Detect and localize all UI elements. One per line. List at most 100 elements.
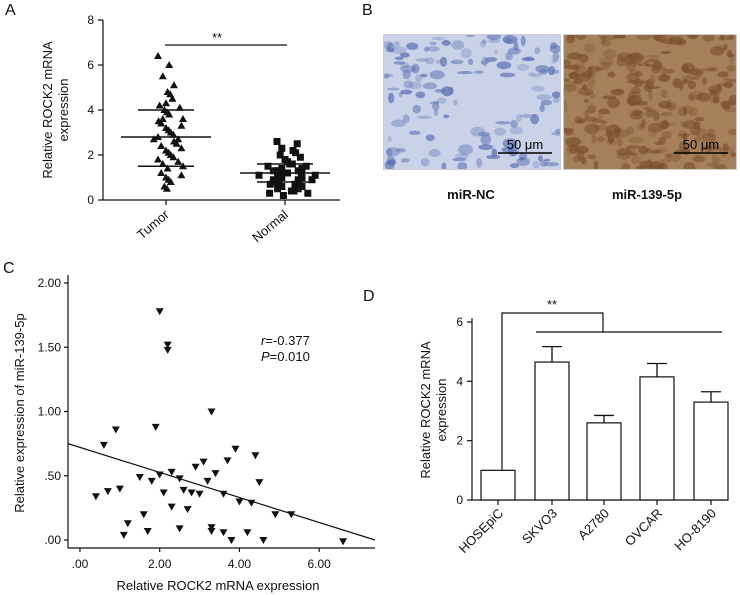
micrograph-mir-139-5p: 50 μm [563, 34, 737, 170]
micrograph-cell [479, 41, 486, 48]
a-point-tumor [157, 169, 166, 176]
c-point [219, 529, 228, 537]
c-point [151, 423, 160, 431]
c-xtick-label: 6.00 [308, 557, 332, 571]
micrograph-cell [428, 149, 441, 157]
c-point [119, 531, 128, 539]
micrograph-cell [550, 42, 558, 50]
micrograph-cell [679, 84, 684, 91]
micrograph-cell [695, 127, 707, 139]
c-point [175, 525, 184, 533]
micrograph-cell [486, 35, 501, 41]
micrograph-cell [386, 159, 397, 166]
panel-label-b: B [362, 2, 373, 19]
c-annotation-p-prefix: P [261, 349, 270, 364]
micrograph-cell [636, 35, 652, 41]
micrograph-cell [525, 56, 533, 61]
micrograph-cell [684, 74, 693, 85]
micrograph-cell [682, 106, 688, 116]
micrograph-cell [726, 35, 734, 40]
c-point [135, 474, 144, 482]
d-ylabel-line2: expression [434, 379, 449, 442]
micrograph-cell [565, 137, 581, 147]
micrograph-cell [554, 128, 560, 134]
micrograph-cell [588, 92, 596, 99]
micrograph-cell [579, 61, 585, 68]
micrograph-cell [650, 149, 662, 154]
a-point-tumor [165, 61, 174, 68]
c-point [195, 490, 204, 498]
micrograph-cell [629, 68, 640, 77]
micrograph-cell [564, 101, 567, 106]
c-point [111, 426, 120, 434]
micrograph-cell [617, 137, 623, 147]
c-xtick-label: 2.00 [148, 557, 172, 571]
micrograph-cell [681, 79, 689, 84]
micrograph-cell [415, 74, 422, 82]
micrograph-cell [666, 35, 674, 41]
micrograph-cell [517, 64, 529, 71]
micrograph-cell [584, 90, 591, 97]
d-ytick-label: 0 [456, 493, 463, 507]
d-bar [534, 361, 570, 501]
micrograph-cell [661, 66, 667, 76]
scale-bar-label: 50 μm [683, 137, 719, 152]
d-xtick-label: SKVO3 [519, 506, 560, 547]
micrograph-cell [712, 96, 720, 104]
c-ytick-label: .50 [44, 469, 61, 483]
micrograph-cell [638, 54, 646, 61]
micrograph-cell [564, 105, 568, 113]
a-xtick-label: Tumor [134, 206, 173, 242]
micrograph-cell [613, 127, 621, 139]
micrograph-cell [417, 115, 432, 119]
c-ytick-label: 2.00 [38, 276, 62, 290]
micrograph-cell [598, 35, 607, 40]
micrograph-cell [638, 62, 643, 67]
micrograph-cell [658, 100, 672, 109]
d-ylabel-line1: Relative ROCK2 mRNA [418, 341, 433, 479]
micrograph-cell [429, 41, 437, 46]
micrograph-cell [657, 74, 671, 82]
micrograph-cell [598, 108, 611, 115]
micrograph-cell [713, 92, 720, 99]
micrograph-cell [488, 39, 501, 44]
micrograph-cell [386, 147, 401, 157]
micrograph-cell [400, 89, 413, 95]
c-point [115, 485, 124, 493]
d-significance: ** [547, 297, 557, 312]
micrograph-cell [390, 119, 406, 128]
micrograph-cell [441, 39, 451, 46]
micrograph-cell [694, 117, 705, 122]
a-point-normal [276, 151, 284, 159]
c-point [163, 341, 172, 349]
micrograph-cell [530, 113, 540, 125]
c-point [155, 308, 164, 316]
micrograph-cell [435, 59, 442, 64]
c-point [207, 408, 216, 416]
micrograph-cell [575, 35, 587, 41]
micrograph-cell [600, 61, 612, 68]
a-point-tumor [172, 139, 181, 147]
micrograph-cell [716, 157, 721, 164]
micrograph-cell [638, 145, 649, 155]
micrograph-cell [564, 80, 578, 88]
a-point-normal [278, 144, 286, 152]
c-point [287, 511, 296, 519]
micrograph-cell [508, 147, 517, 157]
micrograph-cell [616, 35, 626, 38]
micrograph-cell [433, 109, 439, 116]
micrograph-cell [587, 104, 597, 114]
micrograph-cell [672, 77, 682, 89]
c-point [211, 470, 220, 478]
micrograph-cell [538, 155, 543, 162]
micrograph-cell [593, 160, 599, 169]
micrograph-cell [647, 147, 652, 154]
micrograph-cell [528, 72, 535, 77]
a-point-normal [311, 171, 319, 179]
a-point-normal [296, 153, 304, 161]
c-point [103, 488, 112, 496]
micrograph-cell [467, 58, 474, 65]
micrograph-cell [482, 39, 487, 45]
micrograph-cell [474, 70, 484, 74]
micrograph-cell [387, 87, 400, 91]
